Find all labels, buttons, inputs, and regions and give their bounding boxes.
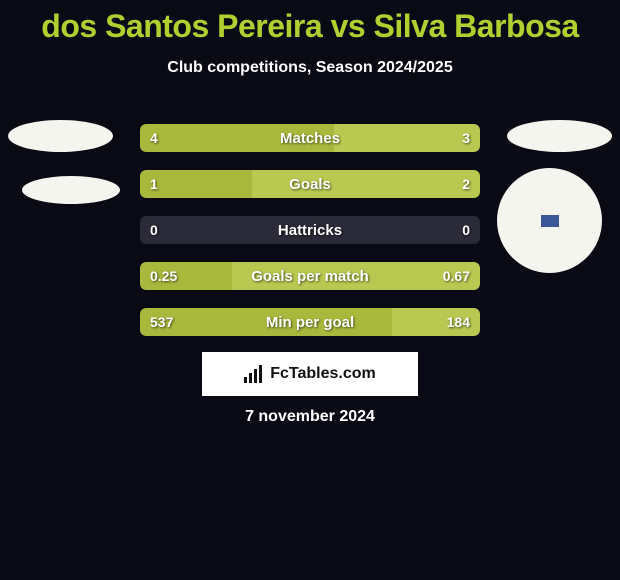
player-left-avatar-2 [22,176,120,204]
stat-bar: 12Goals [140,170,480,198]
player-right-avatar-1 [507,120,612,152]
stat-bar: 00Hattricks [140,216,480,244]
stat-label: Hattricks [140,216,480,244]
stat-bar: 0.250.67Goals per match [140,262,480,290]
stat-bar: 537184Min per goal [140,308,480,336]
player-right-avatar-circle [497,168,602,273]
stat-label: Min per goal [140,308,480,336]
stat-label: Goals per match [140,262,480,290]
stat-bar: 43Matches [140,124,480,152]
page-subtitle: Club competitions, Season 2024/2025 [0,59,620,77]
brand-chart-icon [244,365,264,383]
brand-text: FcTables.com [270,365,376,383]
date-text: 7 november 2024 [0,408,620,426]
stat-label: Matches [140,124,480,152]
stat-label: Goals [140,170,480,198]
stats-bars: 43Matches 12Goals 00Hattricks 0.250.67Goals… [140,124,480,354]
page-title: dos Santos Pereira vs Silva Barbosa [0,0,620,45]
brand-box[interactable]: FcTables.com [202,352,418,396]
player-left-avatar-1 [8,120,113,152]
flag-icon [541,215,559,227]
